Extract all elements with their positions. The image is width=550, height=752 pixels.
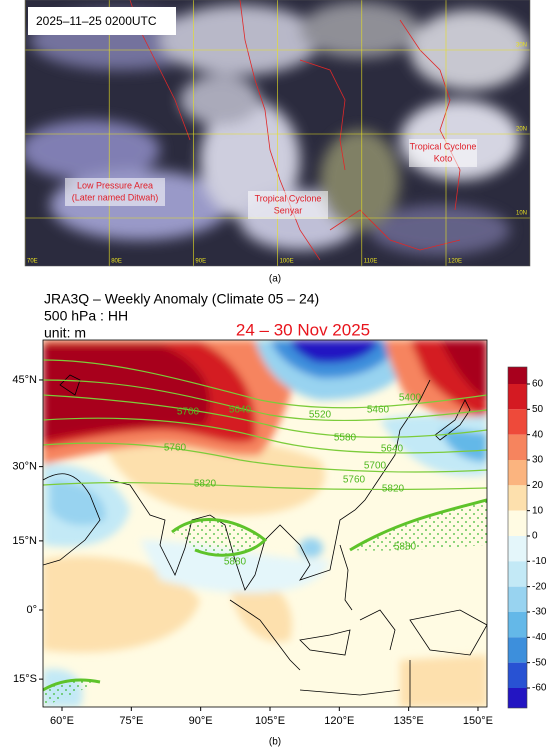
annotation: Tropical Cyclone — [255, 193, 322, 203]
lon-tick-label: 75°E — [119, 715, 143, 727]
timestamp: 2025–11–25 0200UTC — [36, 14, 157, 28]
unit: unit: m — [44, 325, 86, 341]
contour-label: 5460 — [367, 405, 390, 416]
lat-label: 10N — [516, 211, 527, 217]
contour-label: 5700 — [177, 407, 200, 418]
contour-label: 5820 — [382, 484, 405, 495]
subtitle: 500 hPa : HH — [44, 308, 128, 324]
contour-label: 5700 — [364, 461, 387, 472]
lat-tick-label: 30°N — [12, 461, 37, 473]
period: 24 – 30 Nov 2025 — [236, 320, 370, 339]
colorbar-swatch — [508, 485, 527, 511]
annotation: Senyar — [274, 205, 303, 215]
colorbar-swatch — [508, 409, 527, 435]
colorbar-swatch — [508, 637, 527, 663]
contour-line — [43, 359, 487, 490]
annotation: Tropical Cyclone — [410, 141, 477, 151]
colorbar-frame — [507, 366, 528, 709]
lon-tick-label: 120°E — [324, 715, 354, 727]
lat-tick-label: 0° — [26, 604, 37, 616]
annotation: Koto — [434, 153, 453, 163]
contour-label: 5880 — [224, 557, 247, 568]
colorbar-label: -50 — [532, 657, 547, 668]
colorbar-label: -60 — [532, 683, 547, 694]
lon-tick-label: 90°E — [189, 715, 213, 727]
contour-label: 5580 — [334, 433, 357, 444]
timestamp-box — [28, 7, 176, 35]
annotation: (Later named Ditwah) — [72, 192, 159, 202]
colorbar-swatch — [508, 612, 527, 638]
annotation-box — [409, 139, 477, 167]
caption: (b) — [269, 737, 281, 748]
contour-label: 5760 — [164, 443, 187, 454]
lat-tick-label: 45°N — [12, 374, 37, 386]
colorbar-label: -30 — [532, 607, 547, 618]
colorbar-swatch — [508, 662, 527, 688]
annotation: Low Pressure Area — [77, 180, 153, 190]
lon-label: 130E — [532, 259, 546, 265]
caption: (a) — [269, 274, 281, 285]
lon-label: 100E — [280, 259, 294, 265]
contour-label: 5880 — [394, 542, 417, 553]
colorbar-label: 0 — [532, 531, 538, 542]
contour-label: 5820 — [194, 479, 217, 490]
lon-label: 110E — [364, 259, 378, 265]
colorbar-label: 20 — [532, 480, 544, 491]
colorbar-label: 40 — [532, 429, 544, 440]
colorbar-label: -10 — [532, 556, 547, 567]
lon-label: 120E — [448, 259, 462, 265]
lat-label: 20N — [516, 127, 527, 133]
colorbar-swatch — [508, 561, 527, 587]
colorbar-label: 30 — [532, 455, 544, 466]
contour-label: 5640 — [381, 444, 404, 455]
lat-tick-label: 15°N — [12, 535, 37, 547]
colorbar-label: 10 — [532, 505, 544, 516]
lat-tick-label: 15°S — [13, 673, 37, 685]
satellite-image: 70E 80E 90E 100E 110E 120E 130E 30N 20N 10N — [25, 0, 546, 266]
contour-label: 5640 — [229, 405, 252, 416]
contour-label: 5760 — [343, 475, 366, 486]
colorbar-swatch — [508, 586, 527, 612]
colorbar-swatch — [508, 434, 527, 460]
lon-tick-label: 105°E — [255, 715, 285, 727]
colorbar-swatch — [508, 688, 527, 708]
colorbar-label: -20 — [532, 581, 547, 592]
lon-label: 90E — [195, 259, 206, 265]
title: JRA3Q – Weekly Anomaly (Climate 05 – 24) — [44, 291, 319, 307]
lon-label: 70E — [27, 259, 38, 265]
lon-tick-label: 135°E — [394, 715, 424, 727]
colorbar-swatch — [508, 510, 527, 536]
lon-tick-label: 150°E — [463, 715, 493, 727]
map-frame — [42, 339, 488, 708]
contour-label: 5520 — [309, 410, 332, 421]
colorbar-swatch — [508, 460, 527, 486]
annotation-box — [65, 178, 165, 206]
colorbar-swatch — [508, 536, 527, 562]
contour-5880 — [43, 498, 487, 692]
colorbar-label: 60 — [532, 379, 544, 390]
colorbar-swatch — [508, 367, 527, 384]
contour-label: 5400 — [399, 393, 422, 404]
colorbar-swatch — [508, 384, 527, 410]
lon-label: 80E — [111, 259, 122, 265]
anomaly-map: 5700 5640 5520 5460 5400 5580 5640 5700 5760 5760… — [43, 340, 487, 707]
colorbar-label: 50 — [532, 404, 544, 415]
annotation-box — [248, 191, 328, 219]
lon-tick-label: 60°E — [50, 715, 74, 727]
lat-label: 30N — [516, 43, 527, 49]
image-frame — [24, 0, 531, 267]
colorbar-label: -40 — [532, 632, 547, 643]
